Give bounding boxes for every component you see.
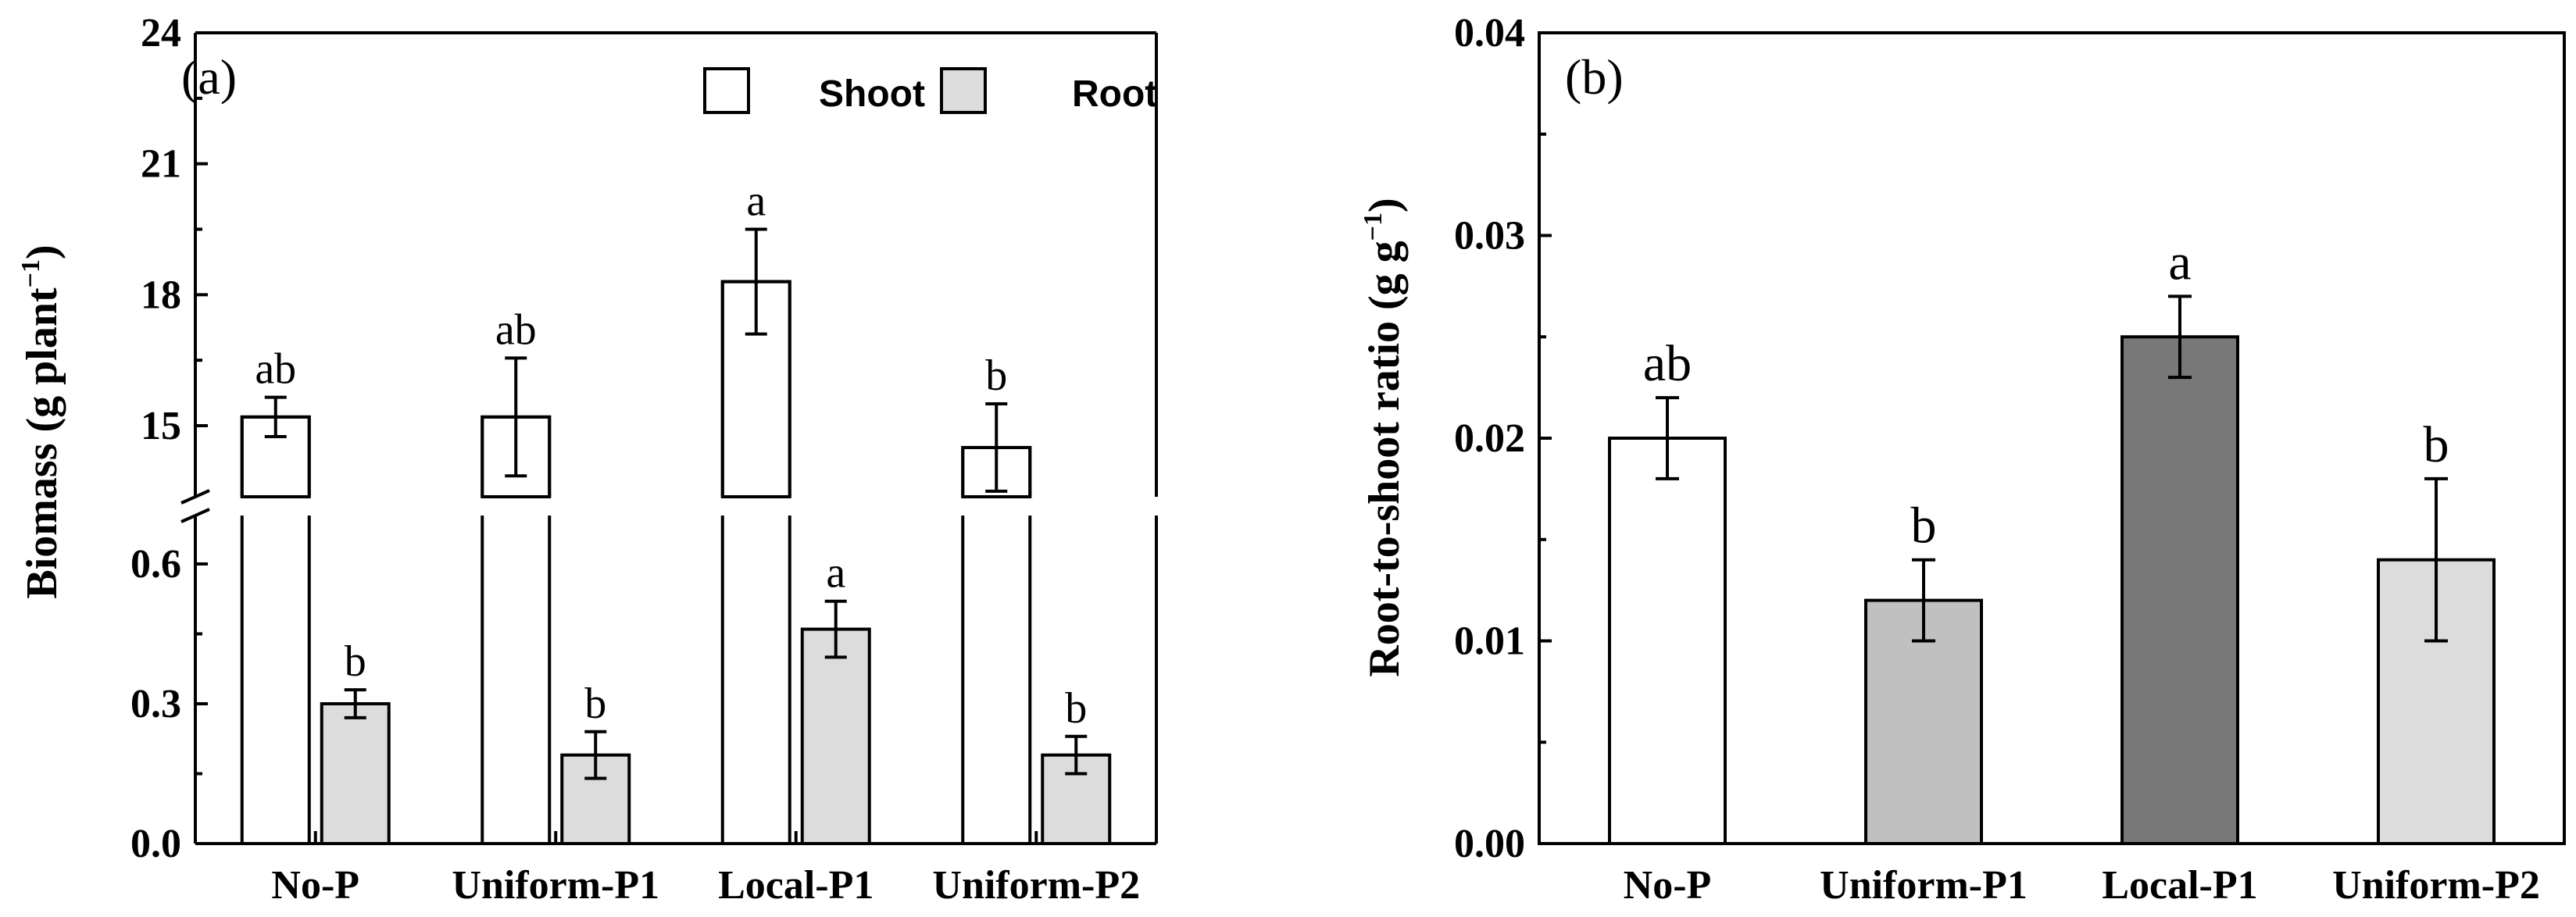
panel-b-y-tick-label: 0.01 — [1454, 619, 1525, 664]
bar-shoot-side — [720, 516, 791, 844]
panel-a-y-tick-label: 24 — [141, 11, 181, 55]
significance-label: b — [584, 680, 606, 728]
panel-a-x-category-label: Uniform-P1 — [452, 863, 659, 908]
panel-a-x-category-label: No-P — [271, 863, 359, 908]
significance-label: ab — [1643, 335, 1692, 392]
panel-b-y-tick-label: 0.04 — [1454, 11, 1525, 55]
legend-label-root: Root — [1072, 73, 1157, 115]
significance-label: b — [1065, 684, 1087, 733]
significance-label: b — [1911, 498, 1937, 555]
significance-label: b — [985, 351, 1007, 400]
panel-b-y-tick-label: 0.03 — [1454, 214, 1525, 259]
panel-a-y-tick-label: 18 — [141, 273, 181, 317]
legend-label-shoot: Shoot — [819, 73, 925, 115]
panel-b-label: (b) — [1565, 49, 1624, 105]
significance-label: b — [2424, 416, 2449, 473]
bar-ratio — [2120, 335, 2239, 845]
panel-a-y-tick-label: 0.6 — [130, 542, 181, 587]
bar-shoot-side — [481, 516, 552, 844]
legend-swatch-shoot — [703, 67, 750, 114]
bar-ratio — [1608, 437, 1727, 845]
panel-a-y-tick-label: 0.0 — [130, 822, 181, 866]
panel-a-y-tick-label: 15 — [141, 404, 181, 448]
significance-label: a — [2168, 234, 2191, 291]
panel-b-x-category-label: Uniform-P2 — [2332, 863, 2540, 908]
panel-b-ratio-chart: (b) Root-to-shoot ratio (g g−1) 0.00 0.01… — [1359, 11, 2566, 908]
panel-a-x-category-label: Local-P1 — [718, 863, 874, 908]
panel-a-biomass-chart: (a) Biomass (g plant−1) Shoot Root 0.0 0.… — [16, 11, 1158, 908]
panel-a-axis-break-mark — [180, 508, 210, 523]
panel-a-y-axis-label: Biomass (g plant−1) — [16, 244, 66, 598]
panel-b-x-category-label: Local-P1 — [2102, 863, 2257, 908]
significance-label: a — [746, 177, 766, 226]
panel-a-legend: Shoot Root — [703, 67, 1157, 115]
panel-a-axis-break-mark — [180, 489, 210, 505]
bar-shoot-side — [961, 516, 1032, 844]
panel-b-y-tick-label: 0.00 — [1454, 822, 1525, 866]
significance-label: ab — [495, 305, 537, 354]
significance-label: a — [826, 549, 845, 598]
bar-shoot-side — [240, 516, 311, 844]
panel-b-x-category-label: No-P — [1624, 863, 1712, 908]
panel-a-x-category-label: Uniform-P2 — [932, 863, 1140, 908]
bar-root — [800, 627, 871, 845]
panel-a-label: (a) — [181, 49, 237, 105]
panel-b-y-tick-label: 0.02 — [1454, 416, 1525, 461]
panel-a-y-tick-label: 0.3 — [130, 682, 181, 726]
bar-root — [320, 702, 391, 845]
panel-b-x-category-label: Uniform-P1 — [1820, 863, 2028, 908]
panel-b-y-axis-label: Root-to-shoot ratio (g g−1) — [1359, 198, 1409, 676]
significance-label: b — [345, 637, 366, 686]
significance-label: ab — [255, 345, 296, 394]
legend-swatch-root — [940, 67, 987, 114]
panel-a-y-tick-label: 21 — [141, 142, 181, 187]
